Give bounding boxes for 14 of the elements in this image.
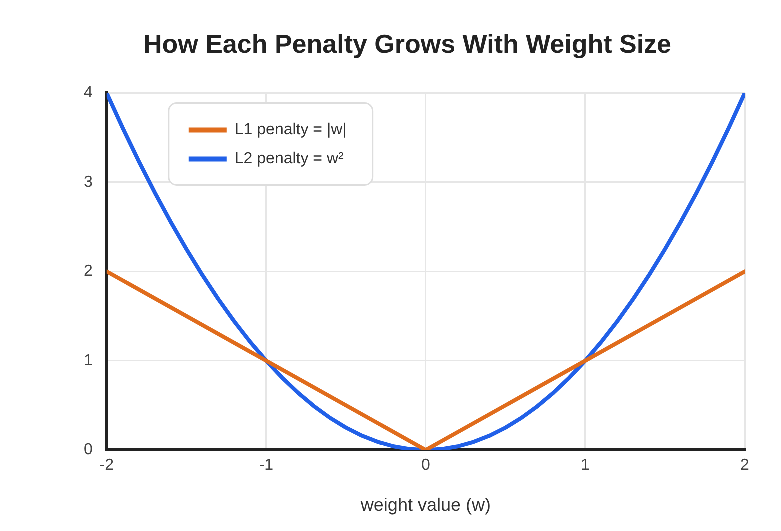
x-tick-label: 0: [421, 457, 430, 474]
y-tick-label: 2: [84, 263, 93, 280]
y-tick-label: 0: [84, 442, 93, 459]
legend-label: L2 penalty = w²: [234, 150, 345, 168]
chart-title: How Each Penalty Grows With Weight Size: [143, 28, 672, 59]
legend-label: L1 penalty = |w|: [234, 122, 347, 139]
x-axis-title: weight value (w): [360, 495, 491, 516]
x-tick-label: 1: [581, 457, 590, 474]
y-tick-label: 1: [84, 352, 93, 370]
x-tick-label: -1: [259, 457, 274, 474]
y-tick-label: 3: [84, 174, 93, 191]
y-tick-label: 4: [84, 84, 93, 102]
x-tick-label: 2: [740, 457, 750, 474]
x-tick-label: -2: [100, 457, 114, 474]
